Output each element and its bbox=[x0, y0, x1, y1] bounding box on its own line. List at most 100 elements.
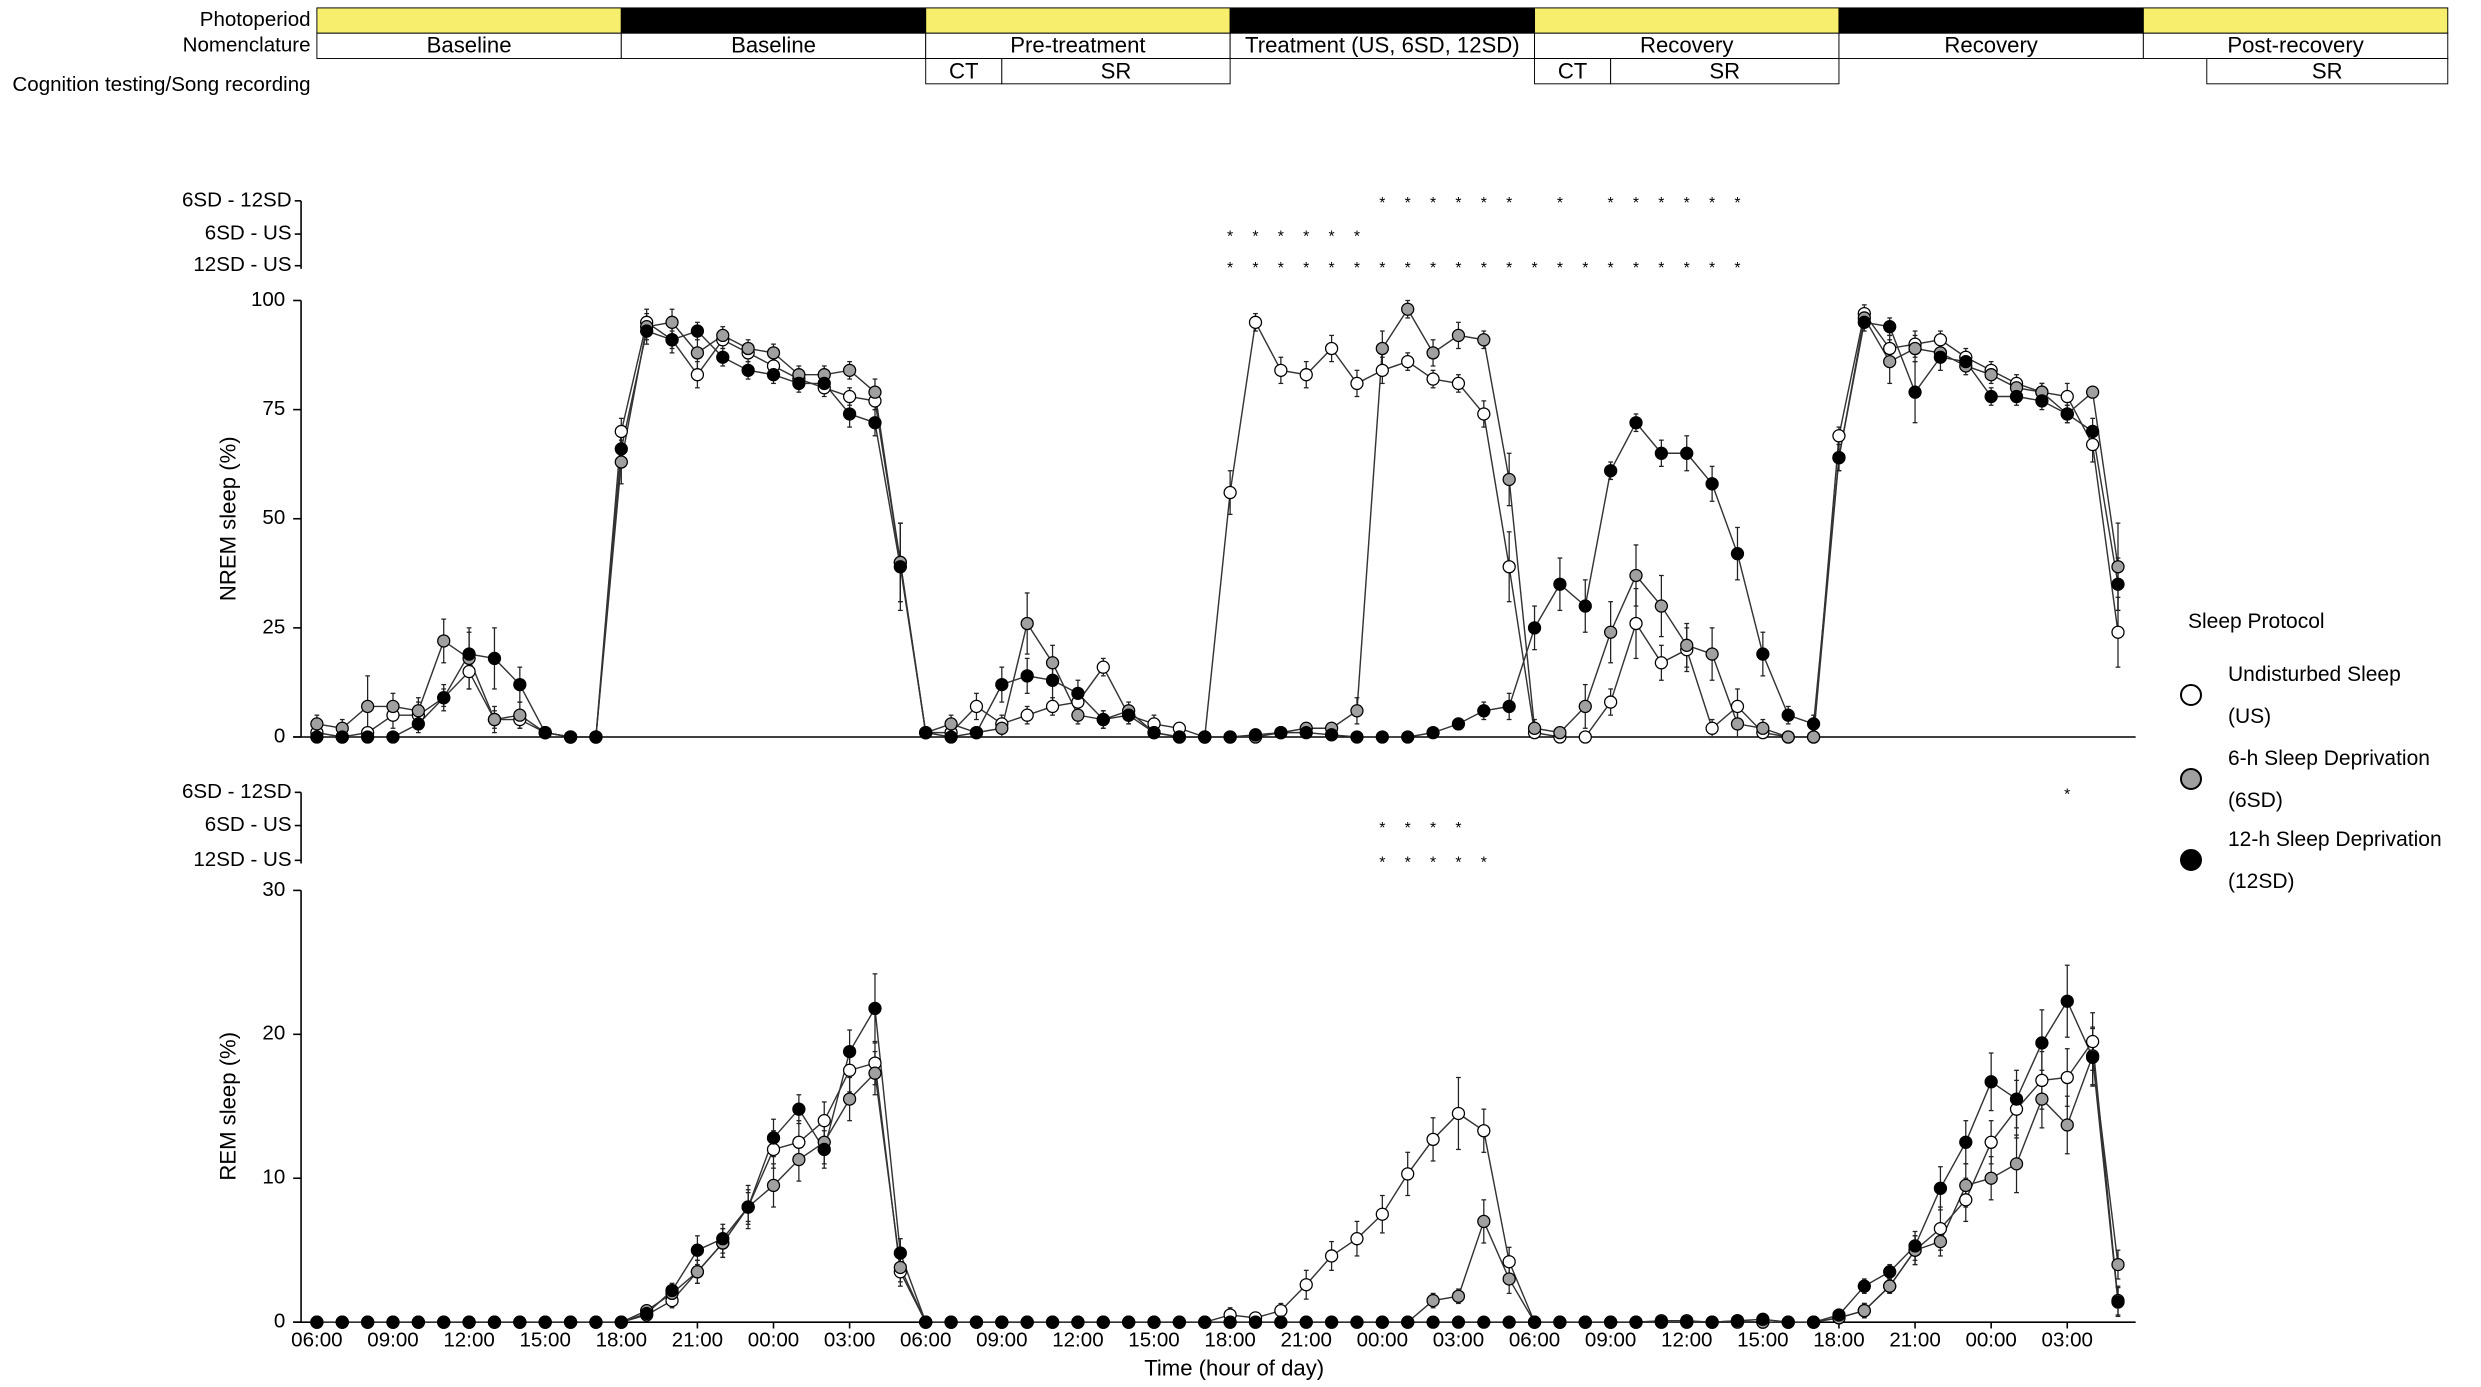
data-point bbox=[817, 376, 831, 391]
x-tick-label: 09:00 bbox=[367, 1329, 418, 1352]
sig-star: * bbox=[2064, 787, 2070, 804]
data-point bbox=[411, 1315, 426, 1329]
series-line bbox=[316, 311, 2119, 738]
data-point bbox=[1401, 1315, 1415, 1329]
data-point bbox=[1984, 1075, 1998, 1089]
testing-label: CT bbox=[949, 59, 979, 84]
data-point bbox=[1933, 350, 1948, 364]
data-point bbox=[1705, 477, 1719, 491]
data-point bbox=[868, 416, 882, 430]
data-point bbox=[817, 1142, 831, 1157]
data-point bbox=[1984, 1135, 1998, 1149]
data-point bbox=[1477, 407, 1491, 421]
data-point bbox=[1756, 721, 1770, 735]
nomenclature-label: Baseline bbox=[731, 32, 816, 57]
data-point bbox=[437, 1315, 451, 1329]
x-tick-label: 03:00 bbox=[824, 1329, 875, 1352]
sig-star: * bbox=[1227, 228, 1233, 245]
nomenclature-label: Baseline bbox=[427, 32, 512, 57]
data-point bbox=[640, 1306, 654, 1321]
data-point bbox=[944, 717, 958, 731]
data-point bbox=[1477, 333, 1491, 347]
data-point bbox=[1629, 616, 1643, 631]
data-point bbox=[842, 363, 857, 377]
data-point bbox=[487, 712, 502, 727]
data-point bbox=[1933, 333, 1948, 347]
data-point bbox=[2060, 389, 2074, 404]
sig-label: 6SD - US bbox=[205, 221, 292, 244]
data-point bbox=[969, 725, 984, 740]
data-point bbox=[1350, 1232, 1364, 1246]
sig-star: * bbox=[1354, 228, 1360, 245]
data-point bbox=[1883, 1265, 1897, 1279]
sig-star: * bbox=[1506, 195, 1512, 212]
data-point bbox=[1883, 320, 1897, 334]
data-point bbox=[1908, 1239, 1922, 1253]
y-axis-title: NREM sleep (%) bbox=[216, 436, 241, 601]
data-point bbox=[310, 717, 324, 731]
sig-star: * bbox=[1481, 260, 1487, 277]
data-point bbox=[1959, 354, 1973, 369]
x-tick-label: 03:00 bbox=[1433, 1329, 1484, 1352]
nomenclature-cell bbox=[316, 32, 622, 59]
sig-star: * bbox=[1582, 260, 1588, 277]
data-point bbox=[1350, 704, 1364, 718]
data-point bbox=[1299, 1278, 1313, 1292]
row-label: Cognition testing/Song recording bbox=[12, 73, 310, 96]
sig-star: * bbox=[1252, 228, 1258, 245]
x-tick-label: 03:00 bbox=[2042, 1329, 2093, 1352]
data-point bbox=[1629, 1315, 1643, 1329]
data-point bbox=[1959, 1193, 1973, 1207]
data-point bbox=[1578, 1315, 1592, 1329]
data-point bbox=[1401, 354, 1415, 369]
sig-star: * bbox=[1658, 260, 1664, 277]
data-point bbox=[842, 407, 857, 421]
data-point bbox=[842, 1063, 857, 1077]
data-point bbox=[614, 455, 628, 469]
data-point bbox=[1781, 708, 1795, 722]
sig-label: 6SD - 12SD bbox=[182, 780, 292, 803]
sig-star: * bbox=[1405, 855, 1411, 872]
x-tick-label: 15:00 bbox=[519, 1329, 570, 1352]
data-point bbox=[1883, 1279, 1897, 1293]
data-point bbox=[411, 717, 426, 731]
data-point bbox=[1806, 730, 1821, 744]
data-point bbox=[1578, 599, 1592, 613]
legend-title: Sleep Protocol bbox=[2188, 610, 2325, 633]
data-point bbox=[1096, 712, 1110, 727]
data-point bbox=[1350, 1315, 1364, 1329]
data-point bbox=[716, 1232, 730, 1246]
data-point bbox=[690, 1265, 705, 1279]
y-tick-label: 30 bbox=[262, 878, 285, 901]
data-point bbox=[1299, 368, 1313, 382]
data-point bbox=[335, 1315, 349, 1329]
data-point bbox=[1020, 616, 1034, 631]
data-point bbox=[487, 651, 502, 666]
sig-star: * bbox=[1734, 260, 1740, 277]
data-point bbox=[614, 424, 628, 439]
sig-star: * bbox=[1557, 260, 1563, 277]
data-point bbox=[893, 560, 907, 574]
data-point bbox=[1071, 708, 1085, 722]
data-point bbox=[1680, 1315, 1694, 1329]
data-point bbox=[1248, 1315, 1263, 1329]
data-point bbox=[1477, 1315, 1491, 1329]
sig-star: * bbox=[1379, 855, 1385, 872]
nomenclature-cell bbox=[925, 32, 1231, 59]
sig-star: * bbox=[1734, 195, 1740, 212]
y-tick-label: 50 bbox=[262, 506, 285, 529]
x-tick-label: 12:00 bbox=[1661, 1329, 1712, 1352]
data-point bbox=[1375, 1207, 1389, 1221]
data-point bbox=[2085, 437, 2100, 452]
data-point bbox=[919, 1315, 933, 1329]
data-point bbox=[1883, 341, 1897, 356]
sig-star: * bbox=[1303, 228, 1309, 245]
sig-star: * bbox=[1303, 260, 1309, 277]
data-point bbox=[969, 1315, 984, 1329]
data-point bbox=[1299, 1315, 1313, 1329]
nomenclature-label: Pre-treatment bbox=[1010, 32, 1145, 57]
legend-label: 6-h Sleep Deprivation (6SD) bbox=[2228, 747, 2430, 812]
sig-star: * bbox=[1481, 855, 1487, 872]
data-point bbox=[1223, 1315, 1237, 1329]
x-tick-label: 00:00 bbox=[1965, 1329, 2016, 1352]
